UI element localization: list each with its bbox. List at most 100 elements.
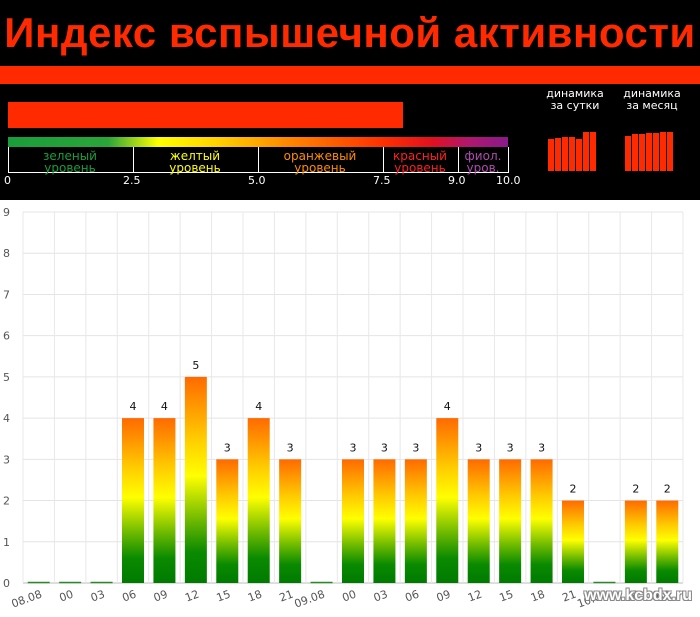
y-tick-label: 8 bbox=[3, 247, 10, 260]
bar bbox=[404, 459, 427, 583]
scale-tick-label: 10.0 bbox=[496, 174, 521, 187]
dynamics-month-label: динамика за месяц bbox=[617, 88, 687, 112]
bar bbox=[153, 418, 176, 583]
y-tick-label: 1 bbox=[3, 536, 10, 549]
x-tick-label: 00 bbox=[623, 588, 641, 605]
minichart-bar bbox=[583, 131, 589, 171]
title-underline-band bbox=[0, 66, 700, 84]
y-tick-label: 3 bbox=[3, 453, 10, 466]
bar-value-label: 2 bbox=[664, 483, 671, 496]
x-tick-label: 09.08 bbox=[293, 588, 327, 611]
level-orange-line1: оранжевый bbox=[283, 149, 357, 163]
level-scale-gradient bbox=[8, 137, 508, 147]
bar bbox=[656, 500, 679, 583]
minichart-bar bbox=[632, 134, 638, 171]
dynamics-day-line1: динамика bbox=[546, 87, 604, 100]
bar bbox=[624, 500, 647, 583]
minichart-bar bbox=[625, 135, 631, 171]
x-tick-label: 00 bbox=[58, 588, 76, 605]
bar-value-label: 3 bbox=[507, 441, 514, 454]
bar bbox=[342, 459, 364, 583]
x-tick-label: 08.08 bbox=[10, 588, 44, 611]
y-tick-label: 6 bbox=[3, 330, 10, 343]
level-green-label: зеленый уровень bbox=[28, 150, 112, 174]
dynamics-month-line2: за месяц bbox=[626, 99, 678, 112]
bar-value-label: 3 bbox=[538, 441, 545, 454]
x-tick-label: 12 bbox=[183, 588, 201, 605]
scale-tick bbox=[258, 147, 259, 173]
level-yellow-label: желтый уровень bbox=[148, 150, 242, 174]
minichart-bar bbox=[562, 137, 568, 171]
x-tick-label: 06 bbox=[120, 588, 138, 605]
scale-tick-label: 7.5 bbox=[373, 174, 391, 187]
minichart-bar bbox=[576, 139, 582, 171]
level-orange-label: оранжевый уровень bbox=[270, 150, 370, 174]
y-tick-label: 5 bbox=[3, 371, 10, 384]
bar-value-label: 2 bbox=[632, 483, 639, 496]
chart-bars bbox=[27, 376, 679, 584]
y-tick-label: 2 bbox=[3, 495, 10, 508]
bar-value-label: 4 bbox=[255, 400, 262, 413]
scale-tick-label: 9.0 bbox=[448, 174, 466, 187]
level-violet-line2: уров. bbox=[466, 161, 500, 175]
x-tick-label: 09 bbox=[152, 588, 170, 605]
minichart-bar bbox=[646, 133, 652, 171]
scale-tick bbox=[8, 147, 9, 173]
level-violet-label: фиол. уров. bbox=[459, 150, 507, 174]
level-red-line1: красный bbox=[393, 149, 447, 163]
x-tick-label: 03 bbox=[655, 588, 673, 605]
minichart-bar bbox=[569, 136, 575, 171]
minichart-bar bbox=[667, 131, 673, 171]
minichart-bar bbox=[639, 133, 645, 171]
bar bbox=[373, 459, 396, 583]
bar-value-label: 5 bbox=[192, 359, 199, 372]
bar-value-label: 3 bbox=[381, 441, 388, 454]
bar-value-label: 4 bbox=[130, 400, 137, 413]
bar bbox=[562, 500, 584, 583]
scale-tick-label: 0 bbox=[4, 174, 11, 187]
y-tick-label: 9 bbox=[3, 206, 10, 219]
scale-tick bbox=[458, 147, 459, 173]
x-tick-label: 03 bbox=[89, 588, 107, 605]
y-tick-label: 0 bbox=[3, 577, 10, 590]
header-panel: Индекс вспышечной активности зеленый уро… bbox=[0, 0, 700, 200]
bar bbox=[247, 418, 270, 583]
watermark: www.kcbdx.ru bbox=[584, 587, 692, 604]
bar bbox=[467, 459, 490, 583]
x-tick-label: 06 bbox=[403, 588, 421, 605]
bar-value-label: 4 bbox=[444, 400, 451, 413]
scale-tick bbox=[133, 147, 134, 173]
level-green-line1: зеленый bbox=[43, 149, 97, 163]
level-green-line2: уровень bbox=[44, 161, 96, 175]
x-tick-label: 12 bbox=[466, 588, 484, 605]
bar bbox=[279, 459, 302, 583]
x-tick-label: 18 bbox=[529, 588, 547, 605]
level-orange-line2: уровень bbox=[294, 161, 346, 175]
page-title: Индекс вспышечной активности bbox=[4, 9, 696, 56]
bar bbox=[499, 459, 522, 583]
x-tick-label: 21 bbox=[560, 588, 578, 605]
level-yellow-line2: уровень bbox=[169, 161, 221, 175]
bar bbox=[216, 459, 239, 583]
bar bbox=[122, 418, 144, 583]
scale-tick-label: 2.5 bbox=[123, 174, 141, 187]
minichart-bar bbox=[590, 131, 596, 171]
minichart-bar bbox=[660, 132, 666, 171]
bar-value-label: 3 bbox=[287, 441, 294, 454]
x-tick-label: 03 bbox=[372, 588, 390, 605]
x-tick-label: 00 bbox=[340, 588, 358, 605]
bar bbox=[530, 459, 553, 583]
minichart-bar bbox=[555, 137, 561, 171]
scale-tick-label: 5.0 bbox=[248, 174, 266, 187]
bar-value-label: 3 bbox=[475, 441, 482, 454]
bar-value-label: 4 bbox=[161, 400, 168, 413]
y-tick-label: 7 bbox=[3, 288, 10, 301]
dynamics-month-line1: динамика bbox=[623, 87, 681, 100]
level-red-line2: уровень bbox=[394, 161, 446, 175]
x-tick-label: 21 bbox=[278, 588, 296, 605]
bar bbox=[436, 418, 459, 583]
bar-value-label: 3 bbox=[412, 441, 419, 454]
level-violet-line1: фиол. bbox=[464, 149, 502, 163]
